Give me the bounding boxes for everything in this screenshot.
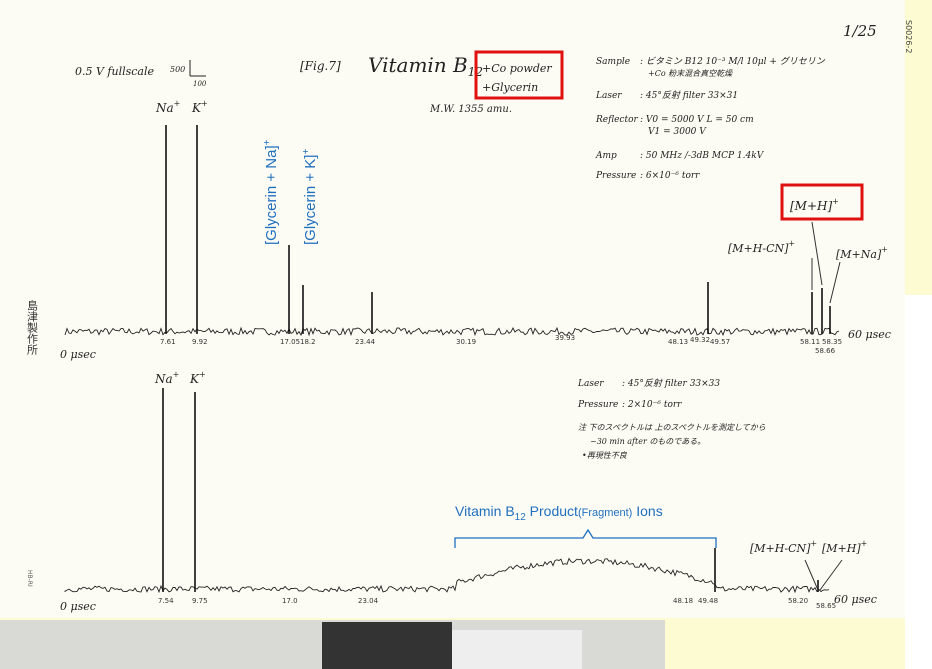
time-label: 58.35 bbox=[822, 338, 842, 346]
title: Vitamin B12 bbox=[368, 53, 483, 79]
annotation: [Glycerin + Na]+ bbox=[262, 139, 280, 245]
photo-block bbox=[322, 622, 452, 669]
document: 0.5 V fullscale 500 100 [Fig.7] Vitamin … bbox=[0, 0, 932, 669]
page: 0.5 V fullscale 500 100 [Fig.7] Vitamin … bbox=[0, 0, 932, 669]
condition-value: V1 = 3000 V bbox=[648, 127, 707, 137]
side-panel bbox=[905, 295, 932, 669]
start-time: 0 μsec bbox=[60, 348, 96, 361]
time-label: 58.20 bbox=[788, 597, 808, 605]
peak-label: [M+Na]+ bbox=[836, 245, 888, 261]
page-number: 1/25 bbox=[843, 22, 877, 40]
scale: 0.5 V fullscale bbox=[75, 65, 155, 78]
time-label: 49.57 bbox=[710, 338, 730, 346]
time-label: 7.61 bbox=[160, 338, 176, 346]
time-label: 9.92 bbox=[192, 338, 208, 346]
sheet-code: HB-RI bbox=[26, 570, 33, 587]
time-label: 23.04 bbox=[358, 597, 379, 605]
condition-value: +Co 粉末混合真空乾燥 bbox=[648, 69, 733, 78]
peak-label: [M+H-CN]+ bbox=[728, 239, 795, 255]
molecular-weight: M.W. 1355 amu. bbox=[429, 104, 512, 115]
peak-label: [M+H]+ bbox=[822, 539, 867, 555]
scale-bottom: 100 bbox=[193, 80, 207, 88]
condition-label: Pressure bbox=[577, 400, 618, 410]
time-label: 49.32 bbox=[690, 336, 710, 344]
start-time: 0 μsec bbox=[60, 600, 96, 613]
condition-label: Laser bbox=[595, 91, 622, 101]
code: S0026-2 bbox=[904, 20, 913, 53]
condition-value: : 50 MHz /-3dB MCP 1.4kV bbox=[640, 151, 765, 161]
photo-block bbox=[452, 630, 582, 669]
condition-value: : 45°反射 filter 33×31 bbox=[640, 90, 738, 101]
time-label: 17.05 bbox=[280, 338, 300, 346]
time-label: 39.93 bbox=[555, 334, 575, 342]
condition-label: Sample bbox=[596, 57, 630, 67]
time-label: 58.66 bbox=[815, 347, 836, 355]
condition-value: : V0 = 5000 V L = 50 cm bbox=[640, 115, 754, 125]
paper bbox=[0, 0, 905, 618]
time-label: 48.18 bbox=[673, 597, 693, 605]
fig-label: [Fig.7] bbox=[300, 59, 341, 73]
note: •再現性不良 bbox=[582, 451, 628, 460]
condition-label: Pressure bbox=[595, 171, 636, 181]
condition-value: : 6×10⁻⁶ torr bbox=[640, 171, 700, 181]
peak-label: [M+H-CN]+ bbox=[750, 539, 817, 555]
condition-label: Laser bbox=[577, 379, 604, 389]
time-label: 23.44 bbox=[355, 338, 376, 346]
condition-value: : 2×10⁻⁶ torr bbox=[622, 400, 682, 410]
condition-label: Amp bbox=[595, 151, 617, 161]
time-label: 30.19 bbox=[456, 338, 476, 346]
end-time: 60 μsec bbox=[848, 328, 891, 341]
note: 注 下のスペクトルは 上のスペクトルを測定してから bbox=[578, 423, 766, 432]
note: ~30 min after のものである。 bbox=[590, 437, 705, 446]
time-label: 48.13 bbox=[668, 338, 688, 346]
time-label: 9.75 bbox=[192, 597, 208, 605]
additive: +Glycerin bbox=[482, 81, 538, 94]
condition-value: : ビタミン B12 10⁻³ M/l 10μl + グリセリン bbox=[640, 56, 826, 67]
time-label: 58.11 bbox=[800, 338, 820, 346]
annotation: [Glycerin + K]+ bbox=[301, 149, 319, 245]
end-time: 60 μsec bbox=[834, 593, 877, 606]
peak-label: [M+H]+ bbox=[790, 197, 839, 213]
maker: 島津製作所 bbox=[26, 299, 39, 356]
time-label: 17.0 bbox=[282, 597, 298, 605]
condition-value: : 45°反射 filter 33×33 bbox=[622, 378, 720, 389]
scale-top: 500 bbox=[170, 65, 185, 74]
condition-label: Reflector bbox=[595, 115, 639, 125]
time-label: 7.54 bbox=[158, 597, 174, 605]
additive: +Co powder bbox=[482, 62, 552, 75]
time-label: 18.2 bbox=[300, 338, 316, 346]
time-label: 49.48 bbox=[698, 597, 718, 605]
